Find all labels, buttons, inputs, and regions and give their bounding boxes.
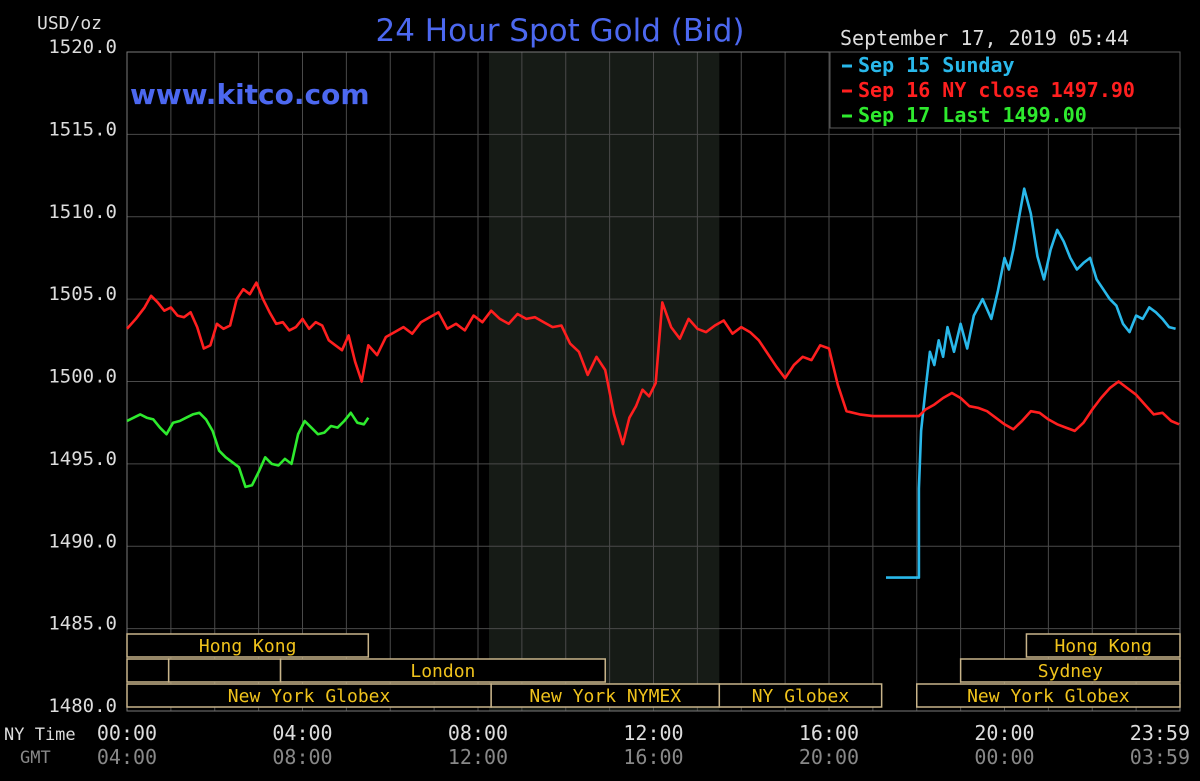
x-tick-label-ny: 23:59 bbox=[1130, 721, 1190, 745]
session-bar bbox=[916, 683, 1181, 708]
x-tick-label-ny: 16:00 bbox=[799, 721, 859, 745]
y-tick-label: 1510.0 bbox=[48, 201, 117, 223]
y-unit-label: USD/oz bbox=[37, 13, 102, 34]
x-tick-label-ny: 20:00 bbox=[974, 721, 1034, 745]
series-line bbox=[126, 281, 1180, 446]
session-bar bbox=[279, 658, 606, 683]
session-label: NY Globex bbox=[752, 686, 850, 707]
y-axis-ticks: 1520.0 1515.0 1510.0 1505.0 1500.0 1495.0 1490… bbox=[48, 36, 117, 717]
session-bar bbox=[126, 658, 170, 683]
series-line bbox=[886, 187, 1176, 579]
session-label: Sydney bbox=[1038, 661, 1103, 682]
x-tick-label-ny: 12:00 bbox=[623, 721, 683, 745]
x-axis-ticks: 00:00 04:00 08:00 12:00 16:00 20:00 23:5904:00… bbox=[97, 721, 1190, 769]
y-tick-label: 1500.0 bbox=[48, 366, 117, 388]
y-tick-label: 1495.0 bbox=[48, 448, 117, 470]
plot-frame bbox=[126, 51, 1181, 712]
y-tick-label: 1515.0 bbox=[48, 118, 117, 140]
y-tick-label: 1485.0 bbox=[48, 613, 117, 635]
series-line bbox=[126, 411, 370, 489]
price-series bbox=[126, 187, 1180, 579]
legend-entry: Sep 15 Sunday bbox=[858, 53, 1015, 77]
y-tick-label: 1520.0 bbox=[48, 36, 117, 58]
legend-box bbox=[829, 51, 1181, 129]
session-bar bbox=[718, 683, 883, 708]
x-tick-label-ny: 00:00 bbox=[97, 721, 157, 745]
grid-lines bbox=[127, 51, 1180, 712]
x-tick-label-gmt: 03:59 bbox=[1130, 745, 1190, 769]
watermark: www.kitco.com bbox=[130, 78, 370, 111]
session-label: New York Globex bbox=[967, 686, 1130, 707]
x-tick-label-gmt: 20:00 bbox=[799, 745, 859, 769]
session-bar bbox=[167, 658, 282, 683]
session-bar bbox=[1025, 633, 1181, 658]
chart-title: 24 Hour Spot Gold (Bid) bbox=[375, 13, 744, 49]
x-tick-label-gmt: 12:00 bbox=[448, 745, 508, 769]
session-bar bbox=[959, 658, 1181, 683]
session-label: Hong Kong bbox=[199, 636, 297, 657]
y-tick-label: 1505.0 bbox=[48, 283, 117, 305]
x-tick-label-ny: 08:00 bbox=[448, 721, 508, 745]
session-label: New York Globex bbox=[228, 686, 391, 707]
session-label: Hong Kong bbox=[1054, 636, 1152, 657]
x-tick-label-gmt: 08:00 bbox=[272, 745, 332, 769]
x-tick-label-gmt: 16:00 bbox=[623, 745, 683, 769]
y-tick-label: 1490.0 bbox=[48, 530, 117, 552]
session-label: New York NYMEX bbox=[529, 686, 681, 707]
x-row-label-ny: NY Time bbox=[4, 725, 76, 745]
x-tick-label-gmt: 00:00 bbox=[974, 745, 1034, 769]
session-label: London bbox=[410, 661, 475, 682]
x-tick-label-gmt: 04:00 bbox=[97, 745, 157, 769]
x-row-label-gmt: GMT bbox=[20, 748, 51, 768]
session-bar bbox=[126, 633, 370, 658]
legend-entry: Sep 16 NY close 1497.90 bbox=[858, 78, 1135, 102]
x-tick-label-ny: 04:00 bbox=[272, 721, 332, 745]
y-tick-label: 1480.0 bbox=[48, 695, 117, 717]
trading-sessions: Hong Kong London New York Globex New York N… bbox=[126, 633, 1181, 708]
legend-entry: Sep 17 Last 1499.00 bbox=[858, 103, 1087, 127]
timestamp: September 17, 2019 05:44 bbox=[840, 26, 1129, 50]
